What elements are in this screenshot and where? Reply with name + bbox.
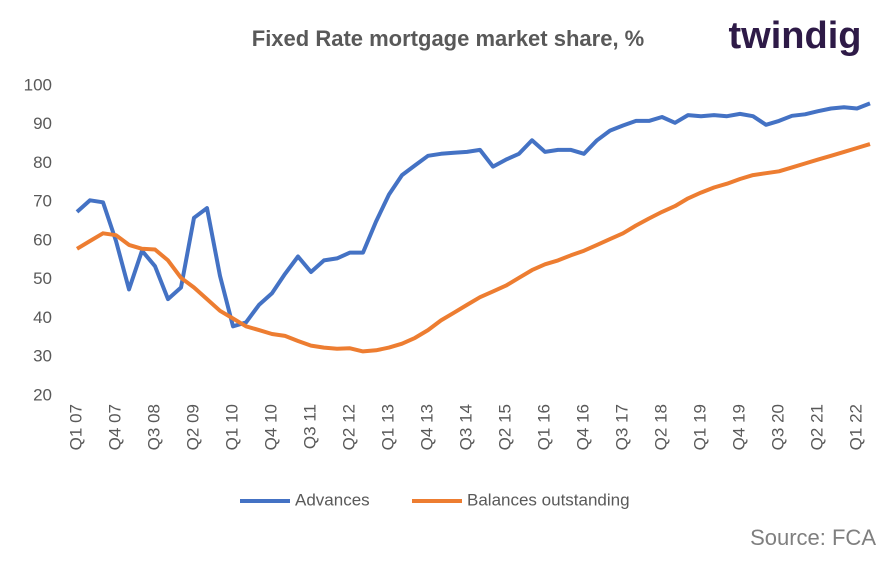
x-tick-label: Q3 20: [768, 404, 787, 450]
x-tick-label: Q3 08: [144, 404, 163, 450]
x-tick-label: Q1 13: [378, 404, 397, 450]
x-tick-label: Q1 07: [66, 404, 85, 450]
x-tick-label: Q2 09: [183, 404, 202, 450]
x-tick-label: Q1 22: [846, 404, 865, 450]
x-tick-label: Q4 10: [261, 404, 280, 450]
x-tick-label: Q1 16: [534, 404, 553, 450]
y-tick-label: 60: [33, 230, 52, 249]
y-tick-label: 30: [33, 347, 52, 366]
x-tick-label: Q2 12: [339, 404, 358, 450]
legend-label: Advances: [295, 490, 370, 509]
x-tick-label: Q1 10: [222, 404, 241, 450]
logo: twindig: [729, 15, 862, 57]
y-tick-label: 40: [33, 308, 52, 327]
x-tick-label: Q3 11: [300, 404, 319, 449]
x-tick-label: Q4 13: [417, 404, 436, 450]
x-tick-label: Q3 17: [612, 404, 631, 450]
x-tick-label: Q2 18: [651, 404, 670, 450]
x-tick-label: Q4 07: [105, 404, 124, 450]
series-line: [75, 142, 871, 354]
chart-title: Fixed Rate mortgage market share, %: [252, 26, 644, 51]
x-tick-label: Q2 15: [495, 404, 514, 450]
y-tick-label: 100: [24, 75, 52, 94]
x-tick-label: Q1 19: [690, 404, 709, 450]
x-tick-label: Q4 19: [729, 404, 748, 450]
series-line: [75, 101, 871, 329]
y-tick-label: 20: [33, 385, 52, 404]
source-note: Source: FCA: [750, 525, 876, 550]
y-tick-label: 80: [33, 153, 52, 172]
y-tick-label: 90: [33, 114, 52, 133]
y-tick-label: 50: [33, 269, 52, 288]
x-tick-label: Q3 14: [456, 404, 475, 450]
legend-label: Balances outstanding: [467, 490, 630, 509]
x-tick-label: Q2 21: [807, 404, 826, 450]
y-tick-label: 70: [33, 192, 52, 211]
x-tick-label: Q4 16: [573, 404, 592, 450]
